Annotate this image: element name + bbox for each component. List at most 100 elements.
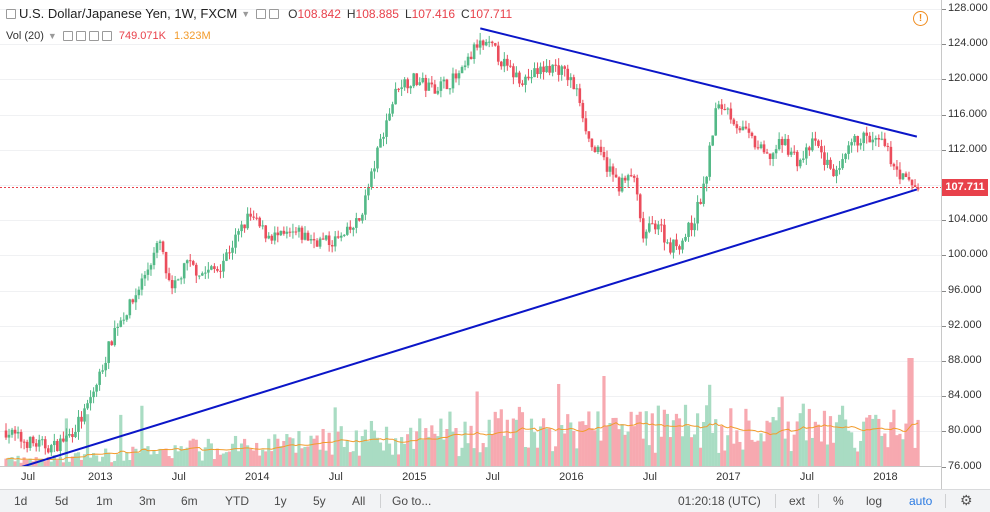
warning-icon[interactable]: ! [913,11,928,26]
time-axis[interactable]: Jul 2013 Jul 2014 Jul 2015 Jul 2016 Jul 2017 Jul 20… [0,466,941,489]
eye-icon[interactable] [256,8,267,19]
candle [566,64,570,87]
support-trendline[interactable] [0,188,918,466]
gear-icon[interactable] [75,31,86,41]
volume-bar [91,452,96,466]
volume-bar [563,433,567,466]
candle-body [95,384,98,392]
candle-body [838,168,841,170]
range-1y-button[interactable]: 1y [274,494,287,508]
close-icon[interactable] [101,31,112,41]
candle [608,158,612,177]
chevron-down-icon[interactable]: ▼ [47,31,57,41]
candle [7,428,11,444]
volume-bar [37,459,41,466]
candle-body [149,265,153,270]
ext-hours-button[interactable]: ext [789,494,806,508]
candle [657,220,660,235]
volume-title[interactable]: Vol (20) [6,30,44,42]
candle [312,232,316,249]
open-value: 108.842 [297,6,341,21]
volume-bar [82,454,87,466]
range-all-button[interactable]: All [352,494,366,508]
volume-bar [505,419,509,466]
add-icon[interactable] [88,31,99,41]
candle [499,60,503,70]
candle [617,176,621,196]
candle [240,220,243,238]
symbol-title[interactable]: U.S. Dollar/Japanese Yen, 1W, FXCM [19,6,238,21]
gear-icon[interactable] [269,8,280,19]
settings-icon[interactable]: ⚙ [960,492,973,508]
price-tick-label: 84.000 [948,389,982,402]
volume-bar [203,447,207,466]
candle-body [122,319,126,321]
candle [907,171,911,182]
volume-bar [131,446,135,466]
range-1m-button[interactable]: 1m [96,494,113,508]
candle [315,238,319,247]
chart-pane[interactable]: U.S. Dollar/Japanese Yen, 1W, FXCM ▼ O 10… [0,0,941,489]
candle [823,145,826,171]
candle-body [297,227,301,232]
candle-body [113,327,117,346]
volume-bar [541,418,546,466]
candle-body [808,147,811,151]
range-5d-button[interactable]: 5d [55,494,69,508]
candle-body [194,264,198,276]
candle [720,99,724,115]
candle [10,427,14,438]
candle-body [19,432,23,442]
goto-button[interactable]: Go to... [392,494,432,508]
high-value: 108.885 [355,6,399,21]
volume-bar [499,409,503,466]
volume-bar [224,452,229,466]
percent-scale-button[interactable]: % [833,494,844,508]
range-6m-button[interactable]: 6m [181,494,198,508]
candle [469,51,473,60]
volume-bar [871,418,875,466]
candle [412,72,416,89]
range-ytd-button[interactable]: YTD [225,494,249,508]
volume-bar [599,440,603,466]
bottom-toolbar: 1d 5d 1m 3m 6m YTD 1y 5y All Go to... 01… [0,489,990,512]
candle-body [460,67,464,74]
chevron-down-icon[interactable]: ▼ [241,8,251,19]
clock-display[interactable]: 01:20:18 (UTC) [678,494,761,508]
candle [173,275,177,293]
range-3m-button[interactable]: 3m [139,494,156,508]
volume-bar [523,446,528,466]
collapse-icon[interactable] [6,8,16,19]
candle-body [397,88,400,90]
candle [352,226,355,237]
range-5y-button[interactable]: 5y [313,494,326,508]
candle-body [50,445,53,453]
auto-scale-button[interactable]: auto [909,494,933,508]
volume-bar [868,415,872,466]
candle-body [786,138,790,155]
price-chart-svg[interactable] [0,0,941,466]
volume-bar [158,448,162,466]
candle-body [835,169,838,177]
candle-body [841,159,844,169]
volume-bar [889,422,893,466]
price-tick-mark [942,466,946,468]
candle-body [288,231,292,233]
range-1d-button[interactable]: 1d [14,494,28,508]
volume-bar [750,439,754,466]
candle [789,147,793,158]
candle-body [285,231,289,234]
candle-body [98,371,101,385]
resistance-trendline[interactable] [480,27,918,138]
candle [802,150,805,163]
price-axis[interactable]: 128.000124.000120.000116.000112.000108.0… [941,0,990,489]
log-scale-button[interactable]: log [866,494,883,508]
volume-bar [783,438,787,466]
volume-bar [629,411,633,466]
candle-body [862,132,866,144]
volume-bar [696,413,700,466]
volume-bar [554,446,558,466]
eye-icon[interactable] [62,31,73,41]
candle [865,126,869,144]
volume-bar [699,447,703,466]
